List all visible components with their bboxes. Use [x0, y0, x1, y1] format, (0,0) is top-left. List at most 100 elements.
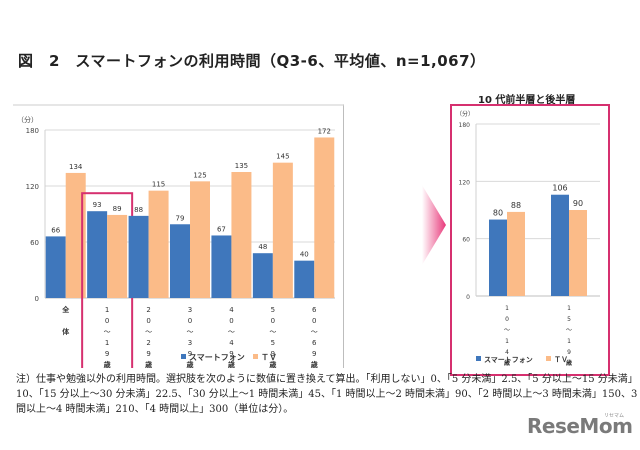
- legend-swatch-smartphone: [181, 354, 186, 359]
- x-category-label: 2: [146, 306, 150, 314]
- x-category-label: 5: [271, 339, 275, 347]
- x-category-label: 0: [271, 317, 275, 325]
- x-category-label: 4: [229, 306, 234, 314]
- data-label: 172: [318, 127, 331, 135]
- footnote-line: 間以上～4 時間未満」210、「4 時間以上」300（単位は分）。: [16, 404, 294, 415]
- bar-tv: [65, 172, 86, 298]
- bar-tv: [107, 214, 128, 298]
- data-label: 88: [134, 206, 143, 214]
- legend-label: スマートフォン: [189, 353, 245, 362]
- y-tick-label: 180: [459, 122, 471, 129]
- bar-smartphone: [170, 224, 190, 298]
- x-category-label: 2: [146, 339, 150, 347]
- data-label: 88: [511, 201, 521, 210]
- x-category-label: 1: [567, 305, 571, 312]
- legend-label: ＴＶ: [554, 355, 568, 364]
- x-category-label: 0: [229, 317, 233, 325]
- x-category-label: 9: [146, 350, 150, 358]
- y-tick-label: 60: [462, 237, 470, 244]
- resemom-logo: ReseMom: [527, 414, 633, 438]
- data-label: 145: [276, 153, 289, 161]
- bar-tv: [507, 211, 525, 296]
- left-chart-panel: （分） 0 60 120 180 66 134 全体 93 89 1 0 ～ 1 9 歳 88 115 2 0 ～ 2 9 歳…: [13, 104, 344, 373]
- bar-smartphone: [211, 235, 232, 298]
- x-category-label: 4: [229, 339, 234, 347]
- legend-swatch-tv: [546, 356, 551, 361]
- x-category-label: 9: [567, 349, 571, 356]
- x-category-label: 歳: [228, 360, 235, 368]
- data-label: 79: [176, 214, 185, 222]
- chart-right: （分）060120180808810～14歳1069015～19歳スマートフォン…: [456, 110, 600, 367]
- x-category-label: 歳: [311, 360, 318, 368]
- bar-smartphone: [252, 253, 273, 298]
- x-category-label: 3: [188, 339, 192, 347]
- x-category-label: 歳: [503, 359, 510, 367]
- figure-title: 図 2 スマートフォンの利用時間（Q3-6、平均値、n=1,067）: [18, 52, 486, 70]
- data-label: 106: [552, 184, 567, 193]
- x-category-label: 4: [505, 349, 509, 356]
- x-category-label: ～: [228, 328, 235, 336]
- data-label: 66: [51, 226, 60, 234]
- bar-smartphone: [45, 236, 66, 298]
- legend-label: ＴＶ: [261, 353, 277, 362]
- y-tick-label: 0: [35, 295, 39, 303]
- bar-smartphone: [489, 219, 507, 296]
- footnote-line: 注）仕事や勉強以外の利用時間。選択肢を次のように数値に置き換えて算出。「利用しな…: [16, 374, 638, 385]
- x-category-label: ～: [311, 328, 318, 336]
- data-label: 93: [93, 201, 102, 209]
- data-label: 90: [573, 199, 583, 208]
- legend-label: スマートフォン: [484, 356, 533, 364]
- x-category-label: 1: [105, 306, 109, 314]
- x-category-label: 全: [61, 305, 70, 314]
- data-label: 89: [113, 205, 122, 213]
- bar-smartphone: [551, 194, 569, 296]
- x-category-label: ～: [504, 327, 510, 334]
- right-chart-panel: （分） 0 60 120 180 80 88 1 0 ～ 1 4 歳 106 90 1 5 ～ 1 9 歳スマートフォン…: [450, 104, 610, 376]
- x-category-label: 5: [271, 306, 275, 314]
- x-category-label: 歳: [269, 360, 276, 368]
- legend-swatch-smartphone: [476, 356, 481, 361]
- y-tick-label: 120: [26, 183, 39, 191]
- data-label: 125: [193, 171, 206, 179]
- x-category-label: 歳: [187, 360, 194, 368]
- x-category-label: 9: [229, 350, 233, 358]
- x-category-label: 1: [105, 339, 109, 347]
- data-label: 67: [217, 225, 226, 233]
- x-category-label: 1: [505, 305, 509, 312]
- x-category-label: 3: [188, 306, 192, 314]
- resemom-logo-sub: リセマム: [604, 413, 625, 419]
- data-label: 135: [235, 162, 248, 170]
- bar-tv: [272, 162, 293, 298]
- x-category-label: 0: [505, 316, 509, 323]
- y-tick-label: 120: [459, 179, 471, 186]
- x-category-label: 6: [312, 339, 317, 347]
- bar-smartphone: [294, 260, 315, 298]
- bar-tv: [314, 137, 335, 298]
- x-category-label: 9: [271, 350, 275, 358]
- x-category-label: ～: [187, 328, 194, 336]
- data-label: 80: [493, 209, 503, 218]
- data-label: 40: [300, 251, 309, 259]
- x-category-label: ～: [566, 327, 572, 334]
- x-category-label: 0: [146, 317, 150, 325]
- footnote-line: 10、「15 分以上～30 分未満」22.5、「30 分以上～1 時間未満」45…: [16, 389, 640, 400]
- x-category-label: 体: [62, 327, 70, 336]
- x-category-label: 1: [567, 338, 571, 345]
- y-axis-unit: （分）: [17, 115, 38, 124]
- x-category-label: 6: [312, 306, 317, 314]
- right-chart-title: 10 代前半層と後半層: [478, 95, 576, 106]
- bar-tv: [148, 190, 169, 298]
- bar-tv: [190, 181, 210, 298]
- x-category-label: ～: [269, 328, 276, 336]
- x-category-label: 0: [105, 317, 109, 325]
- bar-smartphone: [87, 211, 108, 298]
- footnote: 注）仕事や勉強以外の利用時間。選択肢を次のように数値に置き換えて算出。「利用しな…: [16, 372, 640, 417]
- x-category-label: ～: [104, 328, 111, 336]
- data-label: 134: [69, 163, 83, 171]
- x-category-label: 9: [188, 350, 192, 358]
- x-category-label: ～: [145, 328, 152, 336]
- bar-smartphone: [128, 215, 149, 298]
- y-tick-label: 0: [466, 294, 470, 301]
- data-label: 115: [152, 181, 165, 189]
